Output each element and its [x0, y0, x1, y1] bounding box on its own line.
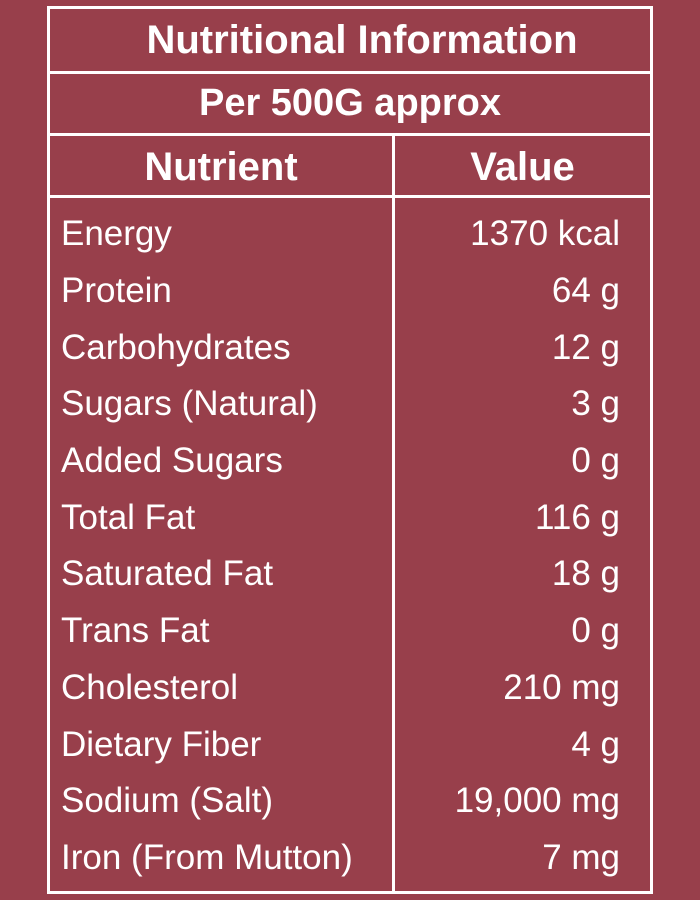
table-body: Energy 1370 kcal Protein 64 g Carbohydrates 1… — [50, 206, 650, 886]
nutrient-name: Cholesterol — [61, 667, 239, 707]
nutrition-table: Nutritional Information Per 500G approx … — [47, 6, 653, 894]
nutrient-value: 0 g — [571, 611, 620, 651]
nutrient-name: Sodium (Salt) — [61, 781, 274, 821]
nutrient-value: 12 g — [551, 327, 620, 367]
column-divider — [392, 136, 395, 891]
nutrient-value: 116 g — [535, 497, 620, 537]
nutrient-name: Protein — [61, 271, 172, 311]
table-row: Protein 64 g — [50, 263, 650, 320]
table-row: Added Sugars 0 g — [50, 433, 650, 490]
nutrient-name: Total Fat — [61, 497, 196, 537]
nutrient-value: 210 mg — [503, 667, 620, 707]
nutrient-value: 0 g — [571, 441, 620, 481]
nutrient-value: 1370 kcal — [470, 214, 620, 254]
table-row: Trans Fat 0 g — [50, 603, 650, 660]
nutrient-value: 3 g — [571, 384, 620, 424]
table-row: Sugars (Natural) 3 g — [50, 376, 650, 433]
header-divider — [50, 195, 650, 198]
nutrient-name: Added Sugars — [61, 441, 283, 481]
table-row: Cholesterol 210 mg — [50, 660, 650, 717]
nutrient-name: Dietary Fiber — [61, 724, 262, 764]
nutrient-name: Iron (From Mutton) — [61, 837, 353, 877]
nutrient-value: 18 g — [551, 554, 620, 594]
nutrient-name: Sugars (Natural) — [61, 384, 318, 424]
nutrient-value: 4 g — [571, 724, 620, 764]
nutrient-name: Trans Fat — [61, 611, 210, 651]
table-row: Energy 1370 kcal — [50, 206, 650, 263]
table-row: Iron (From Mutton) 7 mg — [50, 830, 650, 887]
nutrient-value: 7 mg — [542, 837, 620, 877]
table-row: Sodium (Salt) 19,000 mg — [50, 773, 650, 830]
nutrient-value: 64 g — [551, 271, 620, 311]
table-row: Dietary Fiber 4 g — [50, 716, 650, 773]
table-title: Nutritional Information — [50, 9, 650, 74]
table-row: Total Fat 116 g — [50, 489, 650, 546]
column-header: Value — [470, 144, 575, 189]
nutrient-value: 19,000 mg — [454, 781, 620, 821]
nutrient-name: Carbohydrates — [61, 327, 291, 367]
table-row: Carbohydrates 12 g — [50, 319, 650, 376]
table-row: Saturated Fat 18 g — [50, 546, 650, 603]
table-subtitle: Per 500G approx — [50, 74, 650, 136]
nutrient-name: Saturated Fat — [61, 554, 274, 594]
column-header: Nutrient — [144, 144, 298, 189]
nutrient-name: Energy — [61, 214, 172, 254]
